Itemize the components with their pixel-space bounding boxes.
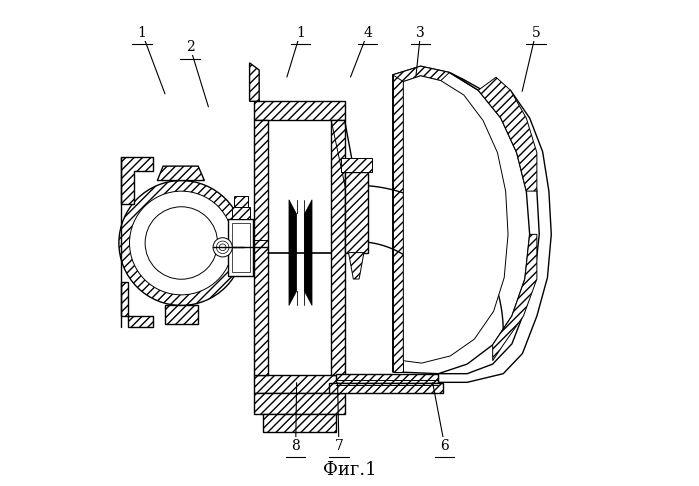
Text: 5: 5 [531, 26, 540, 39]
Bar [232, 223, 250, 272]
Polygon shape [403, 76, 508, 363]
Polygon shape [289, 200, 296, 306]
Circle shape [145, 207, 217, 279]
Polygon shape [164, 306, 198, 324]
Text: Фиг.1: Фиг.1 [323, 461, 376, 479]
Polygon shape [254, 375, 345, 393]
Text: 3: 3 [416, 26, 425, 39]
Circle shape [119, 180, 244, 306]
Text: 7: 7 [335, 439, 343, 453]
Text: 2: 2 [186, 40, 194, 54]
Polygon shape [331, 121, 345, 375]
Polygon shape [336, 374, 438, 383]
Polygon shape [254, 121, 268, 375]
Text: 6: 6 [440, 439, 449, 453]
Bar [341, 158, 372, 172]
Polygon shape [250, 63, 259, 101]
Circle shape [217, 241, 229, 254]
Polygon shape [478, 77, 537, 191]
Circle shape [219, 244, 226, 251]
Polygon shape [122, 282, 154, 327]
Text: 1: 1 [138, 26, 146, 39]
Polygon shape [393, 75, 403, 372]
Polygon shape [393, 66, 530, 374]
Polygon shape [493, 234, 537, 361]
Polygon shape [349, 253, 364, 279]
Text: 8: 8 [291, 439, 300, 453]
Polygon shape [263, 414, 336, 432]
Bar [296, 214, 304, 291]
Polygon shape [438, 72, 552, 382]
Polygon shape [254, 393, 345, 414]
Bar [345, 172, 368, 253]
Circle shape [129, 191, 233, 295]
Bar [229, 219, 254, 276]
Text: 4: 4 [363, 26, 372, 39]
Polygon shape [329, 383, 443, 393]
Circle shape [213, 238, 232, 257]
Polygon shape [234, 196, 247, 207]
Polygon shape [232, 207, 250, 219]
Polygon shape [157, 166, 204, 180]
Polygon shape [122, 157, 154, 204]
Text: 1: 1 [296, 26, 305, 39]
Polygon shape [254, 101, 345, 121]
Polygon shape [304, 200, 312, 306]
Polygon shape [393, 66, 449, 82]
